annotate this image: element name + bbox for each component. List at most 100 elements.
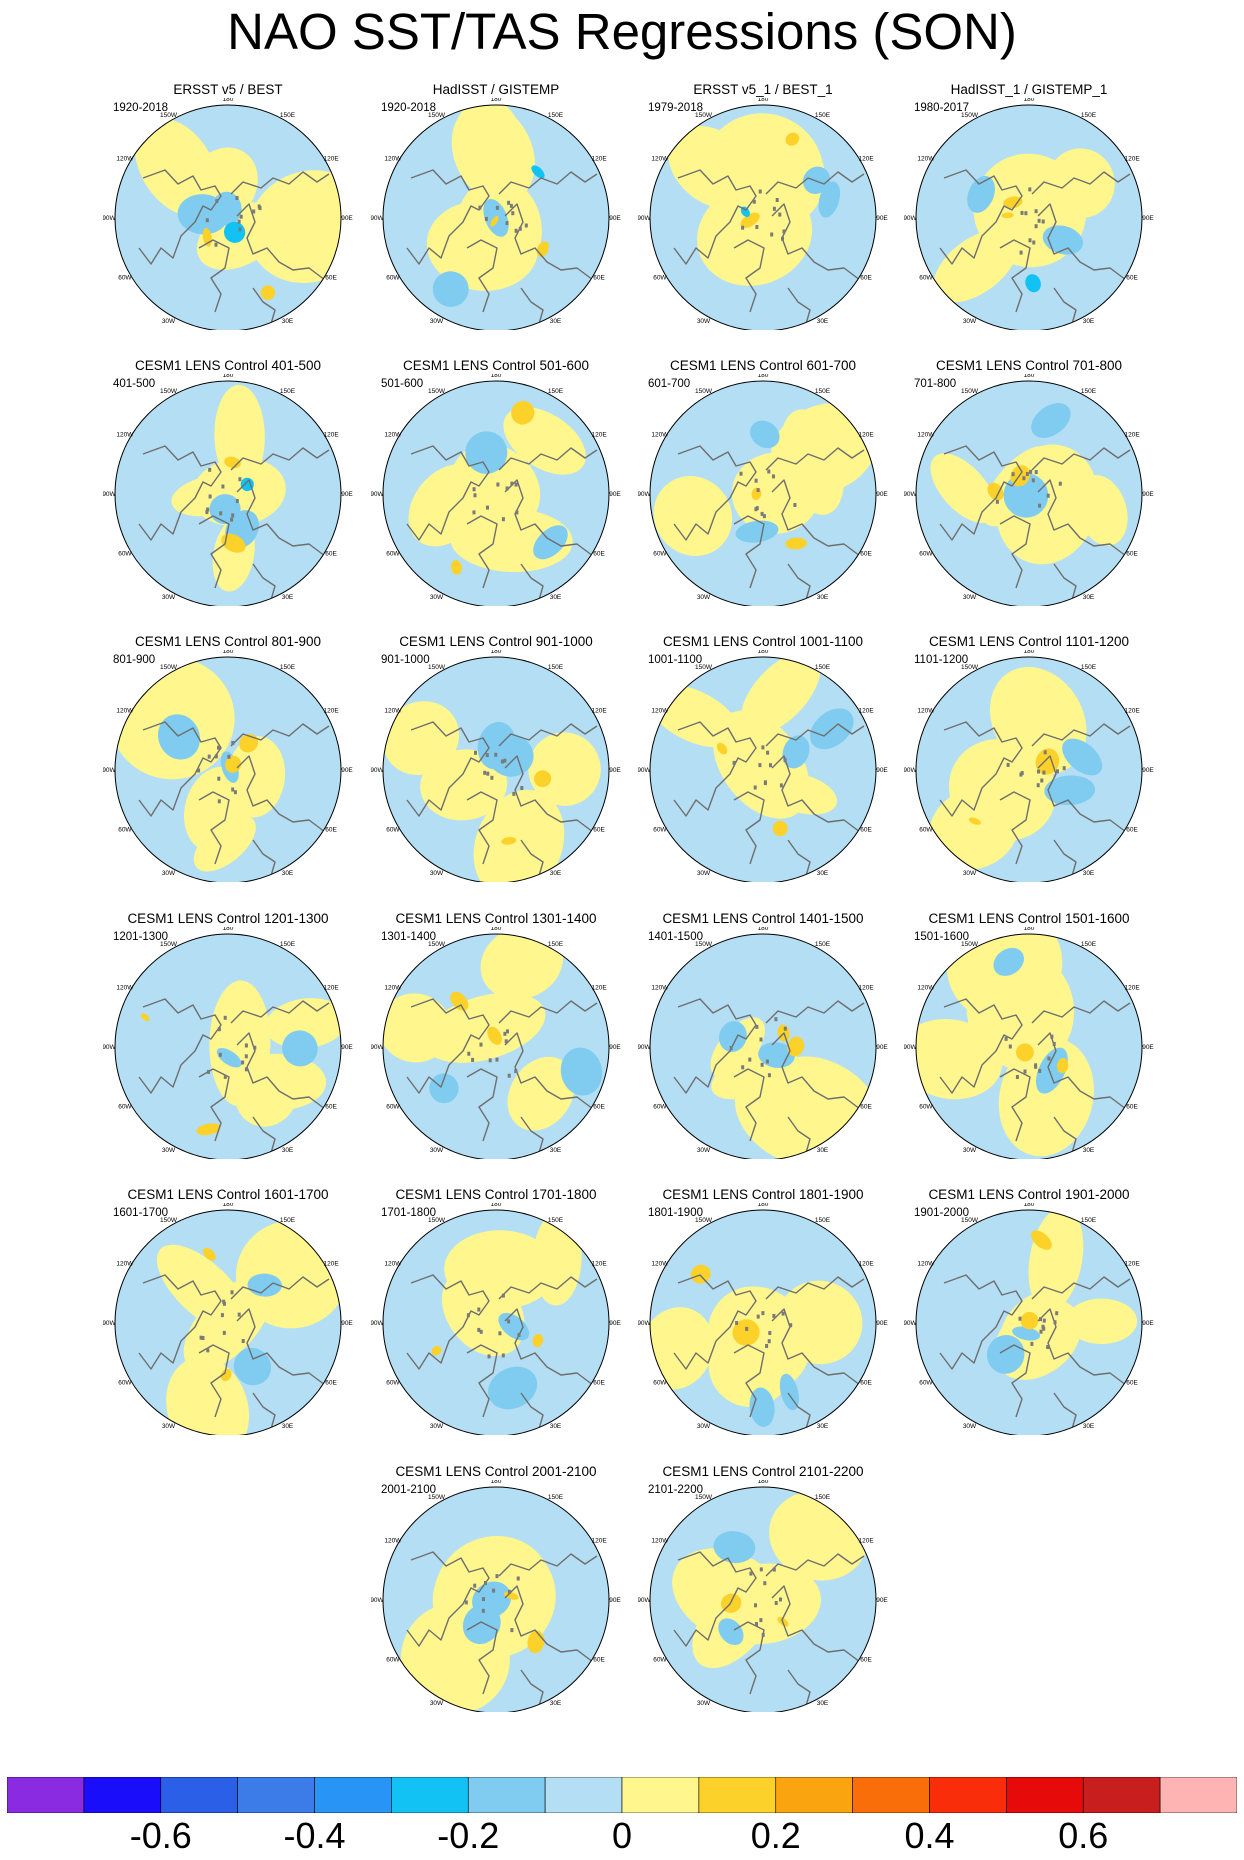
island: [503, 758, 507, 763]
map-border: [915, 1209, 1143, 1435]
polar-map: 180150E120E90E60E30E030W60W90W120W150W: [638, 650, 888, 882]
longitude-label: 90W: [904, 215, 918, 222]
island: [503, 1031, 507, 1036]
longitude-label: 120W: [384, 156, 402, 163]
map-border: [382, 380, 610, 606]
island: [1034, 224, 1038, 229]
longitude-label: 150W: [428, 664, 446, 671]
island: [479, 1042, 483, 1047]
longitude-label: 60E: [593, 1657, 605, 1664]
longitude-label: 120W: [384, 985, 402, 992]
panel-period: 1701-1800: [381, 1207, 436, 1219]
island: [482, 1597, 485, 1602]
longitude-label: 30W: [697, 318, 711, 325]
longitude-label: 180: [491, 98, 502, 103]
island: [1025, 472, 1029, 476]
longitude-label: 120W: [917, 432, 935, 439]
longitude-label: 120W: [917, 985, 935, 992]
anomaly-region: [503, 1591, 519, 1600]
island: [752, 199, 756, 204]
map-panel: CESM1 LENS Control 901-1000 901-1000 180 15…: [371, 634, 621, 882]
island: [741, 1065, 745, 1070]
longitude-label: 150W: [160, 1217, 178, 1224]
anomaly-region: [1003, 196, 1023, 209]
panel-title: CESM1 LENS Control 2001-2100: [395, 1464, 597, 1479]
island: [207, 1069, 210, 1074]
colorbar-swatch: [1159, 1777, 1237, 1813]
longitude-label: 180: [1024, 650, 1035, 655]
panel-title: CESM1 LENS Control 1201-1300: [127, 911, 329, 926]
longitude-label: 30W: [162, 1147, 176, 1154]
longitude-label: 180: [1024, 374, 1035, 379]
longitude-label: 90E: [1142, 215, 1154, 222]
map-border: [649, 104, 877, 330]
island: [241, 1060, 245, 1065]
longitude-label: 150E: [280, 941, 296, 948]
anomaly-region: [507, 1056, 575, 1131]
island: [1039, 1317, 1042, 1322]
anomaly-region: [772, 820, 788, 837]
longitude-label: 60E: [593, 1104, 605, 1111]
map-panel: CESM1 LENS Control 1401-1500 1401-1500 180…: [638, 911, 888, 1159]
anomaly-region: [1001, 212, 1014, 219]
longitude-label: 30W: [162, 318, 176, 325]
panel-title: ERSST v5_1 / BEST_1: [693, 82, 833, 97]
longitude-label: 120E: [592, 1538, 608, 1545]
panel-period: 1001-1100: [648, 654, 703, 666]
island: [759, 1037, 763, 1042]
panel-title: CESM1 LENS Control 1301-1400: [395, 911, 597, 926]
colorbar-label: -0.2: [437, 1815, 500, 1856]
island: [774, 1017, 778, 1022]
island: [1038, 1068, 1042, 1073]
island: [214, 242, 218, 247]
longitude-label: 120W: [116, 708, 134, 715]
island: [252, 209, 256, 214]
coastline: [673, 998, 865, 1154]
panel-period: 601-700: [648, 378, 691, 390]
map-panel: CESM1 LENS Control 1301-1400 1301-1400 180…: [371, 911, 621, 1159]
longitude-label: 30W: [162, 594, 176, 601]
anomaly-region: [226, 736, 286, 818]
panel-period: 1920-2018: [381, 102, 436, 114]
island: [779, 783, 783, 788]
island: [1053, 1320, 1057, 1325]
longitude-label: 30E: [550, 870, 562, 877]
panel-title: HadISST_1 / GISTEMP_1: [950, 82, 1108, 97]
island: [472, 510, 476, 515]
island: [761, 1311, 765, 1316]
longitude-label: 150W: [428, 388, 446, 395]
map-border: [382, 1486, 610, 1712]
island: [1039, 1329, 1043, 1334]
longitude-label: 150W: [160, 664, 178, 671]
island: [749, 1571, 753, 1576]
map-border: [649, 380, 877, 606]
polar-map: 180150E120E90E60E30E030W60W90W120W150W: [103, 374, 353, 606]
island: [735, 1321, 739, 1325]
longitude-label: 30W: [162, 1423, 176, 1430]
anomaly-region: [532, 1333, 544, 1348]
island: [760, 511, 764, 516]
island: [492, 1588, 496, 1593]
panel-period: 1401-1500: [648, 931, 703, 943]
longitude-label: 60E: [860, 1380, 872, 1387]
map-panel: CESM1 LENS Control 701-800 701-800 180 150E…: [904, 358, 1154, 606]
island: [1052, 1041, 1056, 1046]
longitude-label: 120E: [592, 708, 608, 715]
longitude-label: 60E: [325, 827, 337, 834]
longitude-label: 120W: [651, 156, 669, 163]
island: [496, 482, 500, 487]
panel-title: CESM1 LENS Control 1501-1600: [928, 911, 1130, 926]
polar-map: 180150E120E90E60E30E030W60W90W120W150W: [371, 1203, 621, 1435]
island: [507, 1319, 511, 1324]
island: [1011, 472, 1015, 477]
longitude-label: 30E: [550, 1700, 562, 1707]
anomaly-region: [1031, 403, 1071, 438]
longitude-label: 120W: [116, 432, 134, 439]
map-panel: CESM1 LENS Control 2001-2100 2001-2100 180…: [371, 1464, 621, 1712]
longitude-label: 120E: [1125, 708, 1141, 715]
longitude-label: 150E: [1081, 664, 1097, 671]
longitude-label: 90E: [341, 767, 353, 774]
colorbar-swatch: [314, 1777, 392, 1813]
longitude-label: 30E: [817, 870, 829, 877]
anomaly-region: [1066, 1298, 1138, 1344]
